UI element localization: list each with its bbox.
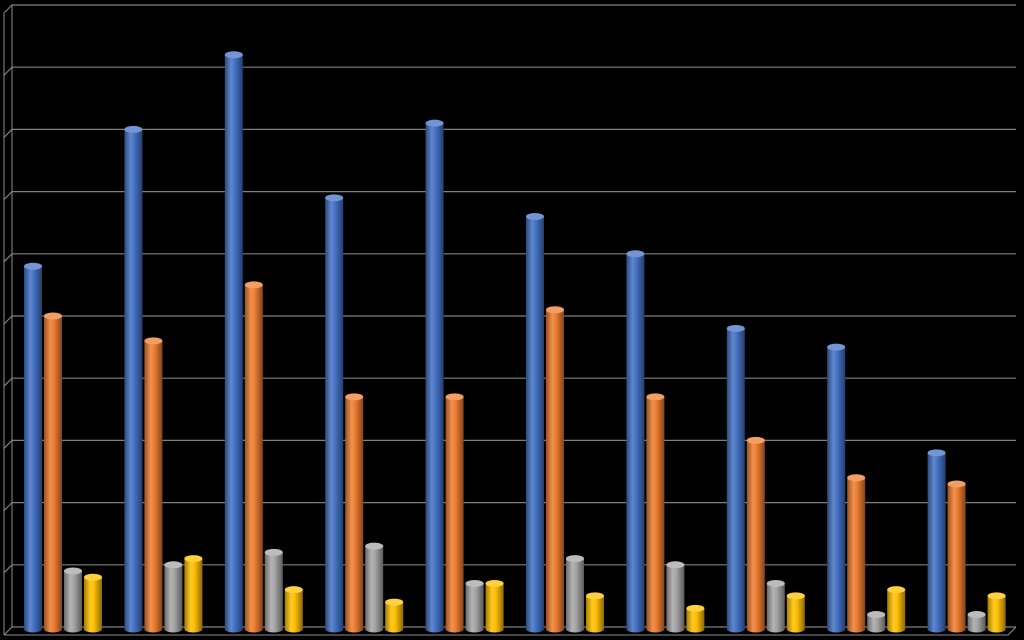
bar-cap-s3-c7 [666,561,685,569]
bar-cap-s4-c3 [284,586,303,594]
bar-cap-s4-c4 [385,598,404,606]
bar-s2-c8 [746,440,765,633]
bar-s2-c9 [847,477,866,633]
bar-s2-c6 [546,309,564,633]
gridline [3,66,1016,76]
bar-s1-c3 [224,54,243,633]
bar-s2-c3 [244,284,263,633]
bar-cap-s4-c1 [84,573,102,581]
bar-s2-c10 [947,483,966,633]
bar-s3-c10 [967,614,986,633]
bar-cap-s4-c10 [987,592,1006,600]
bar-s3-c8 [766,583,785,633]
bar-s4-c2 [184,558,203,633]
bar-cap-s4-c7 [686,604,705,612]
bar-cap-s2-c9 [847,474,866,482]
bar-s4-c4 [385,602,404,633]
bar-s1-c7 [626,253,645,633]
bar-s3-c7 [666,564,685,633]
bar-cap-s1-c8 [726,324,745,332]
bar-s4-c10 [987,595,1006,633]
bar-s1-c6 [526,216,544,633]
bar-cap-s4-c8 [786,592,805,600]
bar-s1-c1 [24,266,42,633]
bar-cap-s1-c6 [526,212,544,220]
bar-cap-s1-c2 [124,125,143,133]
bar-cap-s3-c8 [766,579,785,587]
bar-s2-c5 [445,396,464,633]
bar-cap-s3-c4 [365,542,384,550]
bar-cap-s3-c9 [867,611,886,619]
bar-cap-s3-c2 [164,561,183,569]
bar-cap-s1-c3 [224,51,243,59]
x-axis-line [4,626,1017,636]
bar-s3-c2 [164,564,183,633]
bar-cap-s1-c9 [827,343,846,351]
bar-cap-s2-c5 [445,393,464,401]
gridline [3,315,1016,325]
bar-s4-c6 [586,595,604,633]
bar-s1-c4 [325,197,344,633]
bar-s1-c8 [726,328,745,633]
bar-cap-s4-c9 [887,586,906,594]
bar-cap-s1-c5 [425,119,444,127]
bar-cap-s2-c8 [746,436,765,444]
bar-cap-s2-c1 [44,312,62,320]
bar-s2-c7 [646,396,665,633]
bar-cap-s3-c3 [264,548,283,556]
bar-s1-c2 [124,129,143,633]
bar-cap-s4-c5 [485,579,504,587]
bar-s3-c6 [566,558,584,633]
bar-cap-s1-c1 [24,262,42,270]
bar-s3-c4 [365,546,384,633]
bar-cap-s2-c4 [345,393,364,401]
gridline [3,128,1016,138]
bar-cap-s2-c2 [144,337,163,345]
bar-s3-c1 [64,571,82,633]
bar-cap-s1-c4 [325,194,344,202]
gridline [3,253,1016,263]
bar-s2-c2 [144,340,163,633]
bar-cap-s3-c5 [465,579,484,587]
gridline [3,191,1016,201]
bar-s1-c10 [927,452,946,633]
bar-cap-s2-c6 [546,306,564,314]
bar-s4-c3 [284,589,303,633]
bar-cap-s1-c10 [927,449,946,457]
bar-s1-c5 [425,123,444,633]
bar-s1-c9 [827,347,846,633]
bar-cap-s2-c10 [947,480,966,488]
gridline [3,4,1016,14]
bar-s3-c3 [264,552,283,633]
bar-cap-s4-c6 [586,592,604,600]
bar-s2-c1 [44,316,62,633]
bar-s2-c4 [345,396,364,633]
bar-cap-s2-c3 [244,281,263,289]
bar-cap-s3-c1 [64,567,82,575]
bars [24,51,1006,633]
bar-s3-c5 [465,583,484,633]
bar-s4-c7 [686,608,705,633]
bar-cap-s4-c2 [184,555,203,563]
bar-cap-s1-c7 [626,250,645,258]
axes [3,5,1017,636]
bar-s4-c1 [84,577,102,633]
bar-s3-c9 [867,614,886,633]
bar-cap-s2-c7 [646,393,665,401]
bar-s4-c8 [786,595,805,633]
bar-s4-c5 [485,583,504,633]
bar-cap-s3-c10 [967,611,986,619]
bar-cap-s3-c6 [566,555,584,563]
bar-s4-c9 [887,589,906,633]
